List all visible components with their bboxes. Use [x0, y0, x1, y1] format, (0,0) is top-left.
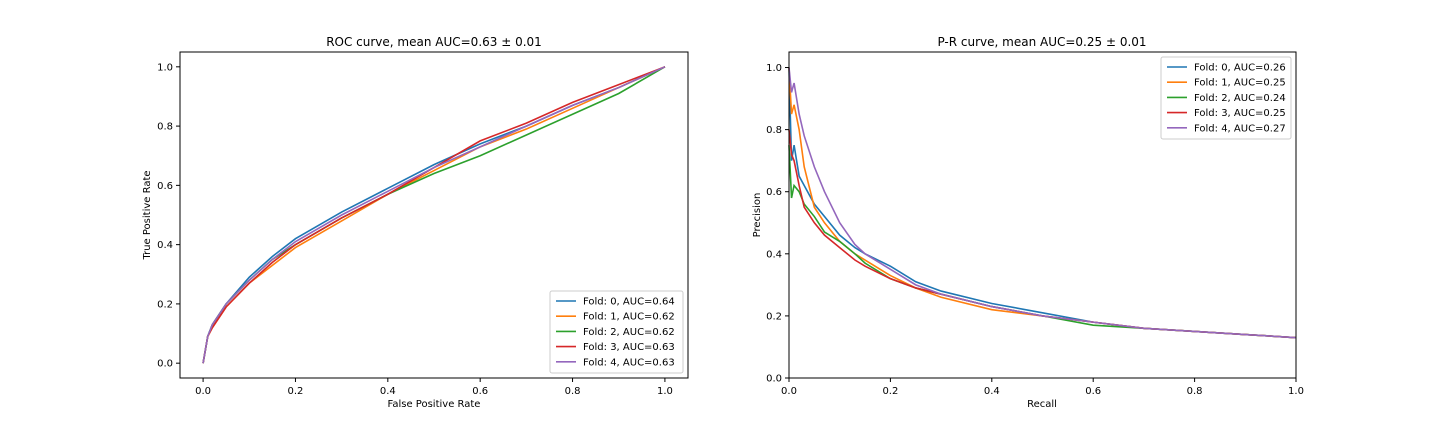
pr-axes-frame — [788, 51, 1297, 379]
pr-chart-title: P-R curve, mean AUC=0.25 ± 0.01 — [937, 35, 1146, 49]
roc-y-tick-label: 0.4 — [157, 240, 173, 251]
pr-legend-label: Fold: 0, AUC=0.26 — [1194, 63, 1286, 74]
roc-y-tick-label: 0.2 — [157, 299, 173, 310]
roc-chart: ROC curve, mean AUC=0.63 ± 0.01 False Po… — [142, 35, 689, 410]
roc-axes-frame — [179, 51, 689, 379]
roc-legend-label: Fold: 0, AUC=0.64 — [583, 297, 675, 308]
roc-y-tick-label: 0.8 — [157, 122, 173, 133]
pr-y-tick-label: 0.2 — [766, 311, 782, 322]
pr-chart: P-R curve, mean AUC=0.25 ± 0.01 Recall P… — [752, 35, 1304, 410]
roc-series-line-fold-4 — [202, 66, 666, 364]
roc-legend-label: Fold: 2, AUC=0.62 — [583, 327, 675, 338]
roc-x-tick-label: 0.6 — [472, 386, 488, 397]
pr-y-tick-label: 0.0 — [766, 374, 782, 385]
roc-legend-label: Fold: 3, AUC=0.63 — [583, 342, 675, 353]
roc-y-axis-label: True Positive Rate — [142, 170, 153, 260]
pr-legend-label: Fold: 3, AUC=0.25 — [1194, 108, 1286, 119]
pr-series-line-fold-4 — [788, 67, 1297, 339]
pr-x-tick-label: 1.0 — [1288, 386, 1304, 397]
pr-y-tick-label: 0.6 — [766, 187, 782, 198]
pr-y-axis-label: Precision — [752, 193, 763, 238]
pr-x-tick-label: 0.6 — [1085, 386, 1101, 397]
roc-x-tick-label: 0.8 — [565, 386, 581, 397]
roc-x-tick-label: 0.2 — [288, 386, 304, 397]
roc-y-tick-label: 1.0 — [157, 62, 173, 73]
roc-legend-label: Fold: 4, AUC=0.63 — [583, 357, 675, 368]
roc-x-tick-label: 1.0 — [657, 386, 673, 397]
roc-x-tick-label: 0.0 — [195, 386, 211, 397]
roc-x-axis-label: False Positive Rate — [388, 399, 481, 410]
pr-x-tick-label: 0.0 — [781, 386, 797, 397]
roc-y-tick-label: 0.0 — [157, 359, 173, 370]
roc-legend-box — [549, 290, 684, 374]
pr-x-axis-label: Recall — [1027, 399, 1057, 410]
pr-y-tick-label: 1.0 — [766, 63, 782, 74]
roc-legend-label: Fold: 1, AUC=0.62 — [583, 312, 675, 323]
pr-x-tick-label: 0.4 — [984, 386, 1000, 397]
pr-x-tick-label: 0.2 — [882, 386, 898, 397]
pr-legend-label: Fold: 2, AUC=0.24 — [1194, 93, 1286, 104]
roc-y-tick-label: 0.6 — [157, 181, 173, 192]
pr-y-tick-label: 0.8 — [766, 125, 782, 136]
roc-series-line-fold-3 — [202, 66, 666, 364]
pr-x-tick-label: 0.8 — [1187, 386, 1203, 397]
roc-x-tick-label: 0.4 — [380, 386, 396, 397]
pr-legend-label: Fold: 4, AUC=0.27 — [1194, 123, 1286, 134]
pr-legend-box — [1160, 56, 1292, 140]
pr-y-tick-label: 0.4 — [766, 249, 782, 260]
pr-legend-label: Fold: 1, AUC=0.25 — [1194, 78, 1286, 89]
roc-chart-title: ROC curve, mean AUC=0.63 ± 0.01 — [326, 35, 542, 49]
